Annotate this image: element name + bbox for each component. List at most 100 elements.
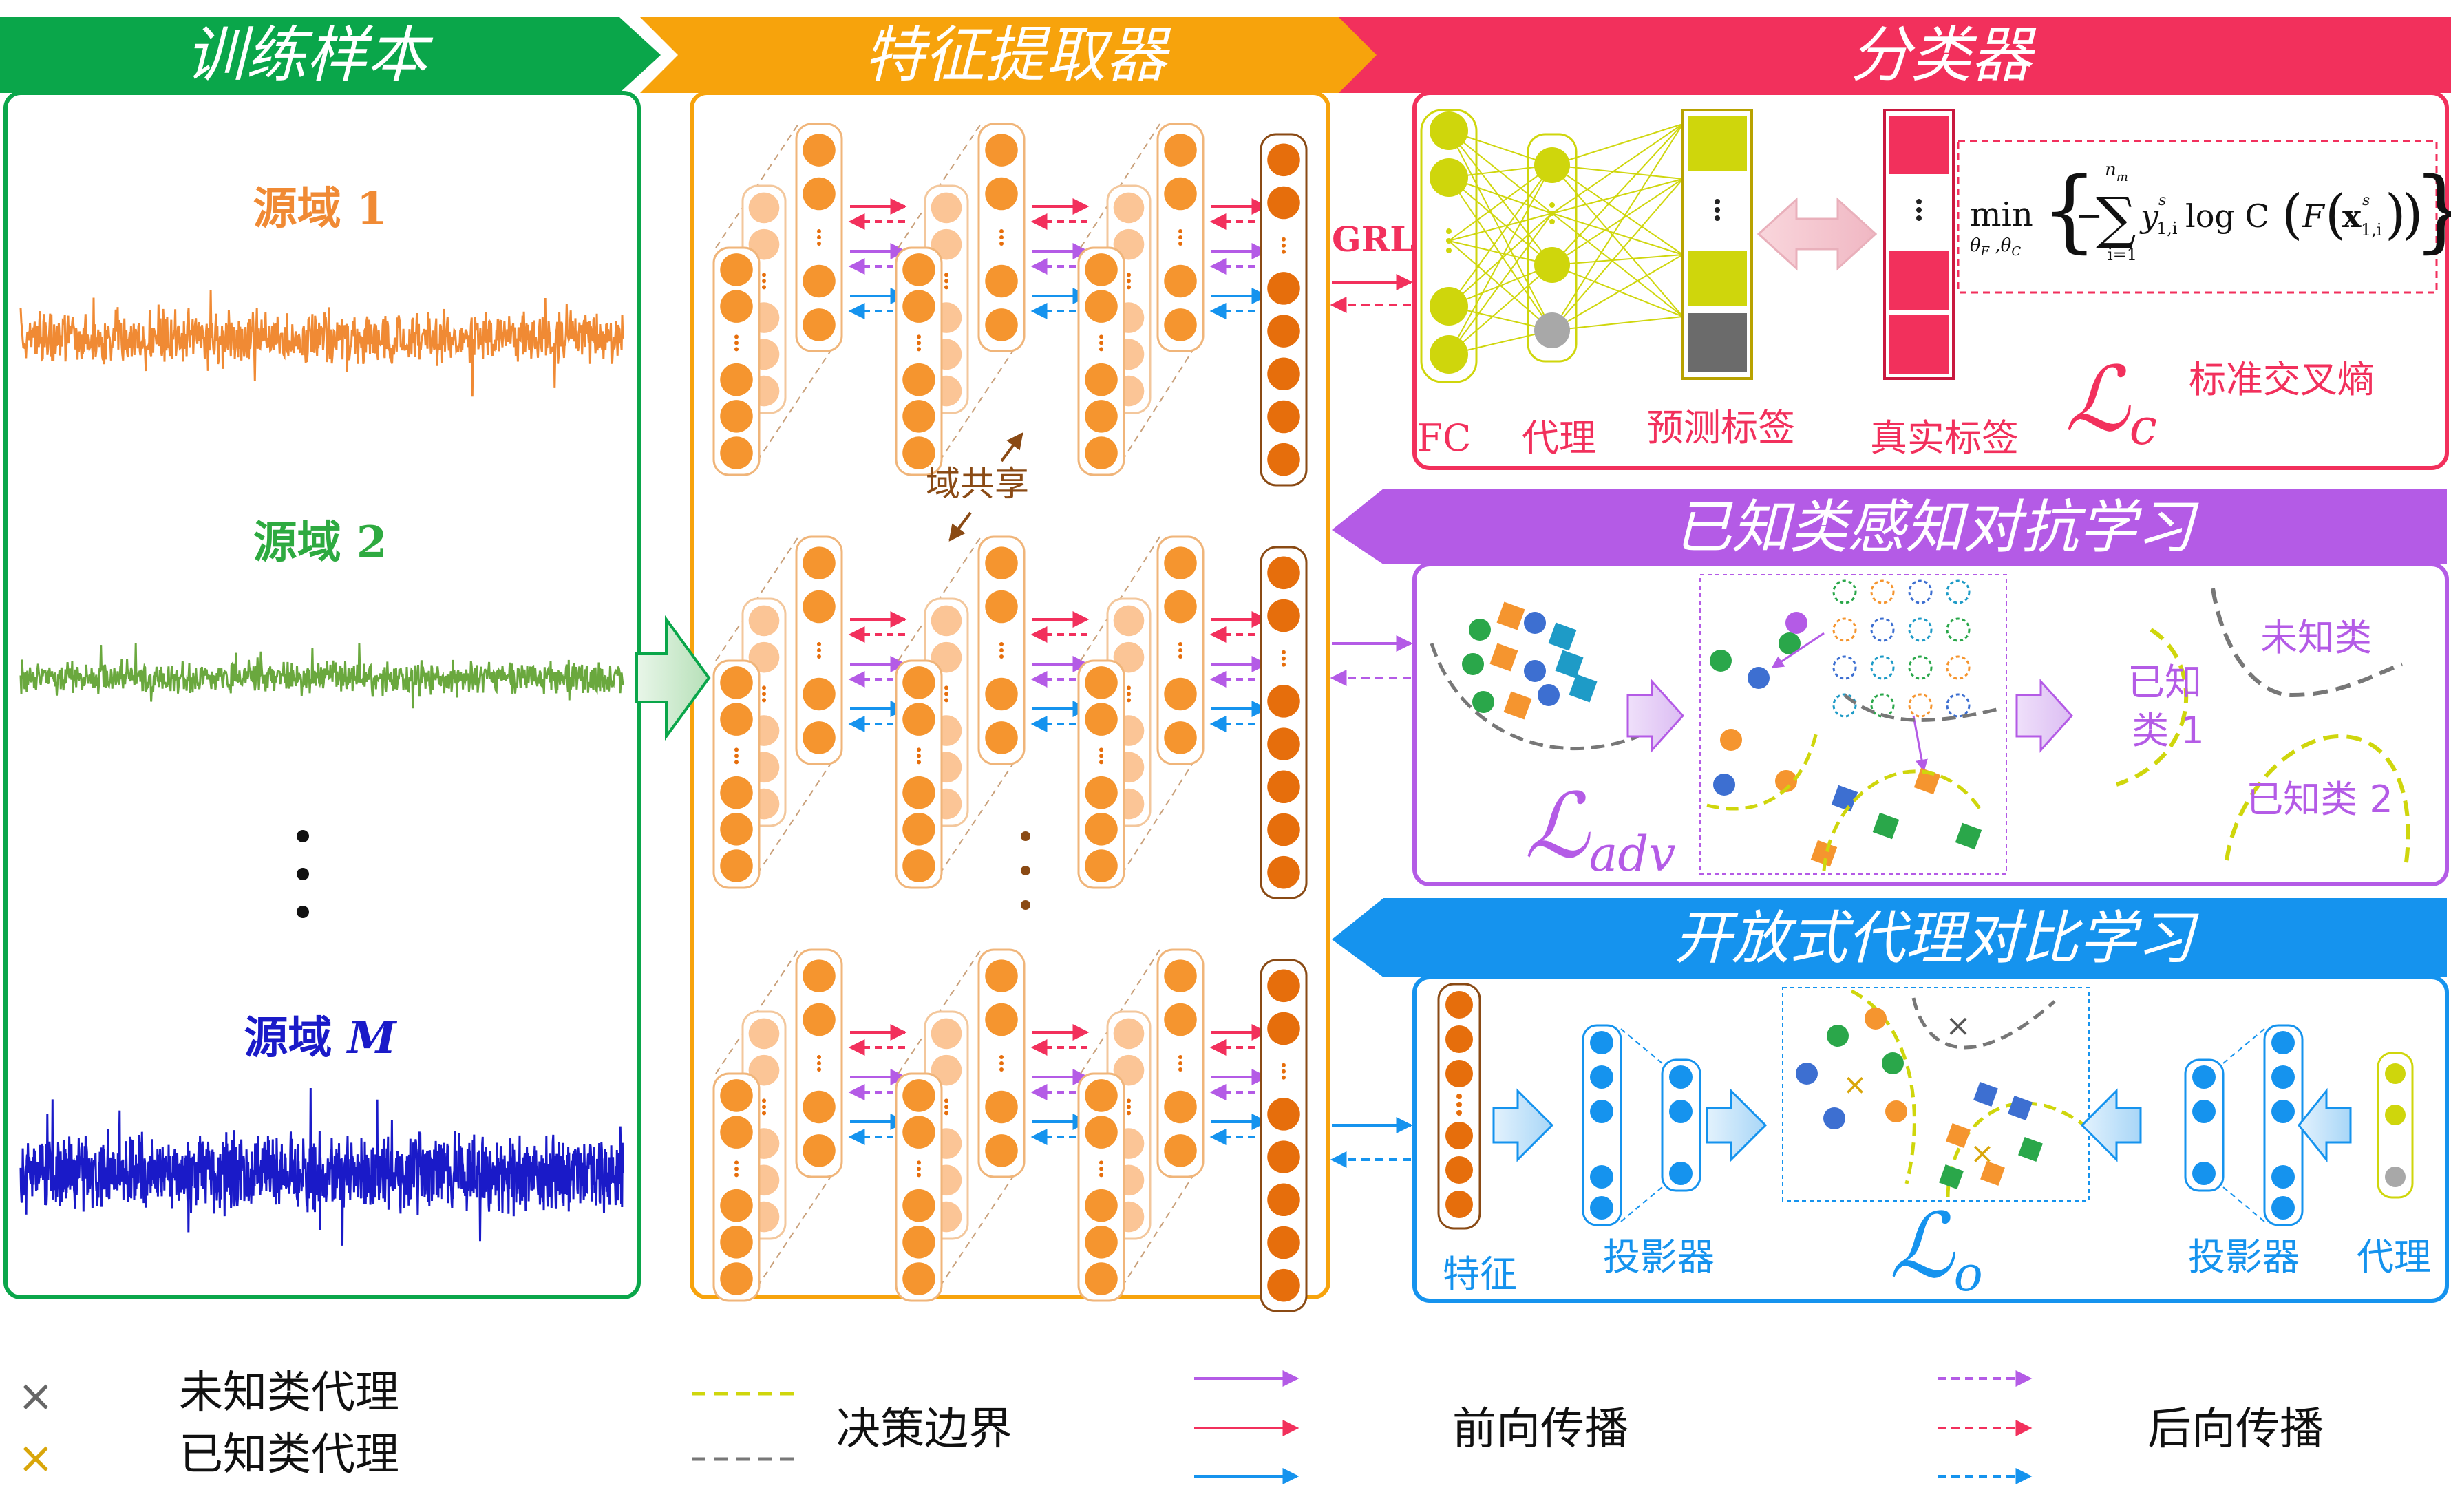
node-dots: [734, 1173, 739, 1178]
layer-node: [803, 721, 836, 754]
layer-node: [748, 1018, 780, 1050]
true-cell: [1889, 251, 1949, 310]
node-dots: [1282, 1069, 1286, 1074]
node-dots: [1178, 242, 1182, 246]
node-dots: [917, 1167, 921, 1171]
layer-node: [1113, 605, 1145, 637]
layer-node: [1267, 727, 1300, 760]
node-dots: [1127, 685, 1131, 690]
layer-node: [902, 703, 935, 736]
scatter-square: [1555, 650, 1584, 679]
extractor-network: [712, 948, 1308, 1312]
domain-ellipsis: [297, 830, 309, 918]
unknown-proxy-marker: ×: [1946, 1008, 1971, 1043]
layer-node: [985, 1003, 1018, 1036]
proxy-node: [2385, 1105, 2406, 1125]
projector-edge: [1620, 1028, 1663, 1064]
scatter-circle: [1713, 774, 1735, 796]
layer-node: [720, 666, 753, 699]
scatter-square: [1503, 691, 1532, 720]
svg-text:−: −: [2075, 197, 2103, 235]
projector-col: [1661, 1058, 1701, 1192]
layer-node: [1164, 546, 1197, 579]
scatter-square: [1810, 840, 1838, 867]
header-classifier: 分类器: [1339, 17, 2451, 93]
svg-text:F: F: [2302, 198, 2326, 235]
scatter-circle: [1775, 770, 1797, 792]
scatter-circle: [1865, 1008, 1887, 1030]
node-dots: [999, 1061, 1004, 1065]
proxy-edge: [1551, 254, 1684, 331]
signal-domain-m: [19, 1087, 624, 1246]
proxy-edge: [1551, 264, 1684, 317]
node-dots: [1916, 199, 1922, 204]
layer-node: [1085, 1079, 1118, 1112]
prism-edge: [756, 337, 840, 462]
layer-node: [902, 253, 935, 286]
node-dots: [999, 654, 1004, 659]
projector-edge: [1620, 1186, 1663, 1222]
node-dots: [734, 747, 739, 752]
feature-node: [1445, 1060, 1473, 1087]
con-projector-left-label: 投影器: [1603, 1235, 1715, 1279]
con-feature-label: 特征: [1443, 1253, 1517, 1296]
layer-node: [1164, 264, 1197, 298]
node-dots: [762, 1111, 766, 1116]
header-contrastive-label: 开放式代理对比学习: [1674, 904, 2199, 972]
node-dots: [734, 1160, 739, 1165]
contrastive-network: × × ×: [1437, 983, 2414, 1230]
boundary-yellow: [2116, 628, 2189, 787]
node-dots: [917, 1160, 921, 1165]
scatter-circle: [1779, 632, 1801, 654]
boundary-yellow: [1850, 989, 1916, 1184]
layer-node: [902, 363, 935, 396]
unknown-sample: [1870, 579, 1895, 604]
scatter-square: [2018, 1137, 2043, 1162]
ce-label: 标准交叉熵: [2189, 358, 2375, 401]
layer-node: [902, 813, 935, 846]
feature-node: [1445, 1122, 1473, 1149]
input-arrow: [635, 615, 711, 741]
layer-node: [720, 1116, 753, 1149]
node-dots: [762, 1105, 766, 1109]
layer-node: [1113, 192, 1145, 224]
layer-node: [902, 1116, 935, 1149]
node-dots: [1549, 211, 1555, 216]
node-dots: [1282, 662, 1286, 667]
layer-node: [720, 436, 753, 469]
scatter-square: [1831, 785, 1858, 812]
node-dots: [817, 242, 821, 246]
node-dots: [999, 648, 1004, 652]
layer-node: [748, 605, 780, 637]
projector-edge: [2222, 1186, 2265, 1222]
svg-text:∑: ∑: [2096, 186, 2136, 251]
node-dots: [1178, 1061, 1182, 1065]
proxy-edge: [1551, 123, 1684, 166]
adv-move-arrow: [1771, 632, 1825, 669]
node-dots: [734, 347, 739, 352]
scatter-square: [1980, 1161, 2005, 1186]
layer-node: [1267, 685, 1300, 718]
shared-arrow-up: [1000, 432, 1023, 462]
fc-node: [1430, 111, 1468, 150]
layer-node: [1164, 1003, 1197, 1036]
svg-text:nm: nm: [2105, 160, 2128, 184]
layer-node: [1267, 1226, 1300, 1259]
node-dots: [1178, 229, 1182, 233]
prism-edge: [756, 749, 840, 875]
compare-arrow: [1757, 197, 1878, 271]
proxy-edge: [1551, 213, 1684, 317]
fc-edge: [1448, 130, 1553, 266]
node-dots: [1456, 1094, 1462, 1099]
layer-node: [985, 546, 1018, 579]
node-dots: [1099, 334, 1103, 339]
layer-node: [1164, 308, 1197, 341]
fc-node: [1430, 158, 1468, 197]
fc-edge: [1448, 130, 1553, 331]
proxy-node: [2385, 1167, 2406, 1187]
layer-node: [720, 703, 753, 736]
node-dots: [817, 1067, 821, 1072]
unknown-sample: [1946, 617, 1971, 642]
unknown-sample: [1832, 579, 1857, 604]
layer-node: [803, 959, 836, 992]
